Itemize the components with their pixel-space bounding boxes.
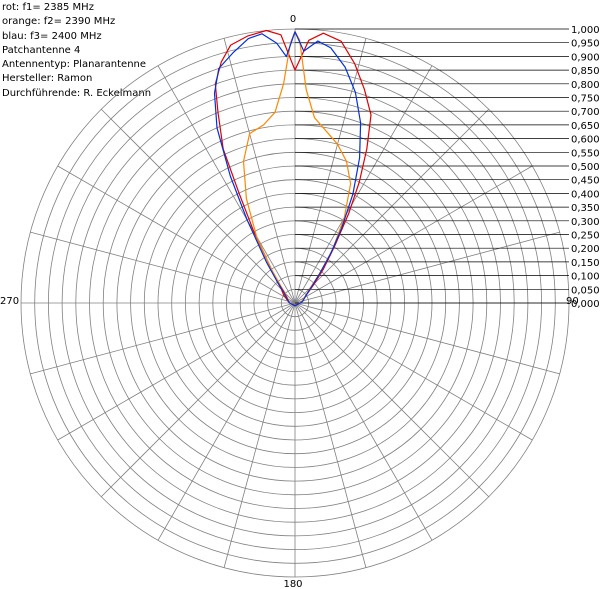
grid-spoke [100,108,296,304]
legend-line-blue: blau: f3= 2400 MHz [2,30,102,42]
grid-spoke [223,302,296,568]
grid-spoke [294,302,490,498]
radial-tick-label: 0,250 [571,231,600,242]
radial-tick-label: 0,500 [571,162,600,173]
angle-label-90: 90 [566,296,579,307]
angle-label-180: 180 [283,579,302,589]
grid-spoke [294,108,490,304]
radial-tick-label: 0,950 [571,39,600,50]
radial-tick-label: 0,100 [571,272,600,283]
grid-spoke [294,302,367,568]
series-line-2 [213,31,362,307]
grid-spoke [294,302,533,441]
angle-label-0: 0 [290,14,296,25]
grid-spoke [223,38,296,304]
radial-tick-label: 0,450 [571,176,600,187]
grid-spoke [157,302,296,541]
grid-spoke [100,302,296,498]
grid-spoke [57,165,296,304]
radial-tick-label: 0,850 [571,66,600,77]
grid-spoke [30,302,296,375]
radial-tick-label: 0,050 [571,285,600,296]
grid-spoke [294,65,433,304]
radial-tick-label: 0,650 [571,121,600,132]
radial-tick-label: 0,750 [571,94,600,105]
legend-antenna-type: Antennentyp: Planarantenne [2,59,147,71]
grid-spoke [57,302,296,441]
legend-antenna-name: Patchantenne 4 [2,44,81,56]
grid-spoke [294,302,560,375]
legend-line-orange: orange: f2= 2390 MHz [2,16,116,28]
grid-spoke [294,231,560,304]
grid-spoke [157,65,296,304]
radial-tick-label: 0,350 [571,203,600,214]
grid-spoke [294,302,433,541]
legend-line-red: rot: f1= 2385 MHz [2,2,94,13]
radial-tick-label: 0,800 [571,80,600,91]
radial-tick-label: 0,300 [571,217,600,228]
legend-operator: Durchführende: R. Eckelmann [2,87,152,99]
radial-tick-label: 0,550 [571,148,600,159]
radial-tick-label: 0,600 [571,135,600,146]
radial-tick-label: 0,200 [571,244,600,255]
radial-tick-leaders [295,28,569,304]
radial-tick-label: 0,400 [571,189,600,200]
angle-label-270: 270 [0,296,19,307]
radial-tick-label: 0,700 [571,107,600,118]
radial-tick-label: 0,150 [571,258,600,269]
radial-tick-label: 0,000 [571,299,600,310]
radial-tick-label: 0,900 [571,52,600,63]
legend-manufacturer: Hersteller: Ramon [2,73,93,85]
radial-tick-labels: 0,000 0,050 0,100 0,150 0,200 0,250 0,300 0,350… [571,25,600,310]
radial-tick-label: 1,000 [571,25,600,36]
series-layer [213,29,372,307]
legend: rot: f1= 2385 MHz orange: f2= 2390 MHz b… [2,1,151,101]
grid-spoke [294,38,367,304]
grid-spoke [30,231,296,304]
